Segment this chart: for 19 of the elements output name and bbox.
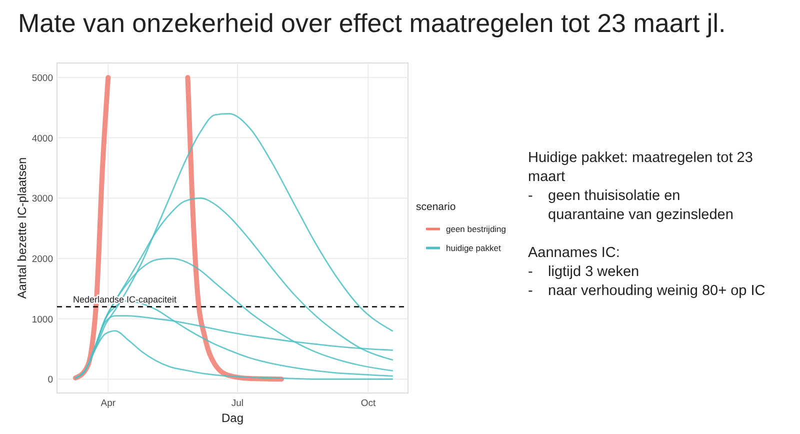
y-tick-label: 0 [48,374,53,386]
y-tick-label: 2000 [32,254,53,265]
text: - naar verhouding weinig 80+ op IC [528,283,766,299]
legend-label: huidige pakket [446,243,502,253]
y-tick-label: 1000 [32,314,53,326]
x-tick-label: Oct [360,398,376,409]
y-tick-label: 4000 [32,133,53,144]
y-tick-label: 3000 [32,194,53,205]
chart-title: Mate van onzekerheid over effect maatregelen tot 23 maart jl. [18,8,726,38]
text: - ligtijd 3 weken [528,264,640,280]
x-tick-label: Apr [100,398,116,409]
y-axis-title: Aantal bezette IC-plaatsen [15,157,29,299]
text: Aannames IC: [528,245,620,261]
legend-title: scenario [416,201,456,213]
text: - geen thuisisolatie en quarantaine van gezinsleden [528,188,734,223]
y-tick-label: 5000 [32,72,53,84]
x-axis-title: Dag [221,411,244,425]
x-tick-label: Jul [231,398,244,409]
legend-label: geen bestrijding [446,224,506,234]
